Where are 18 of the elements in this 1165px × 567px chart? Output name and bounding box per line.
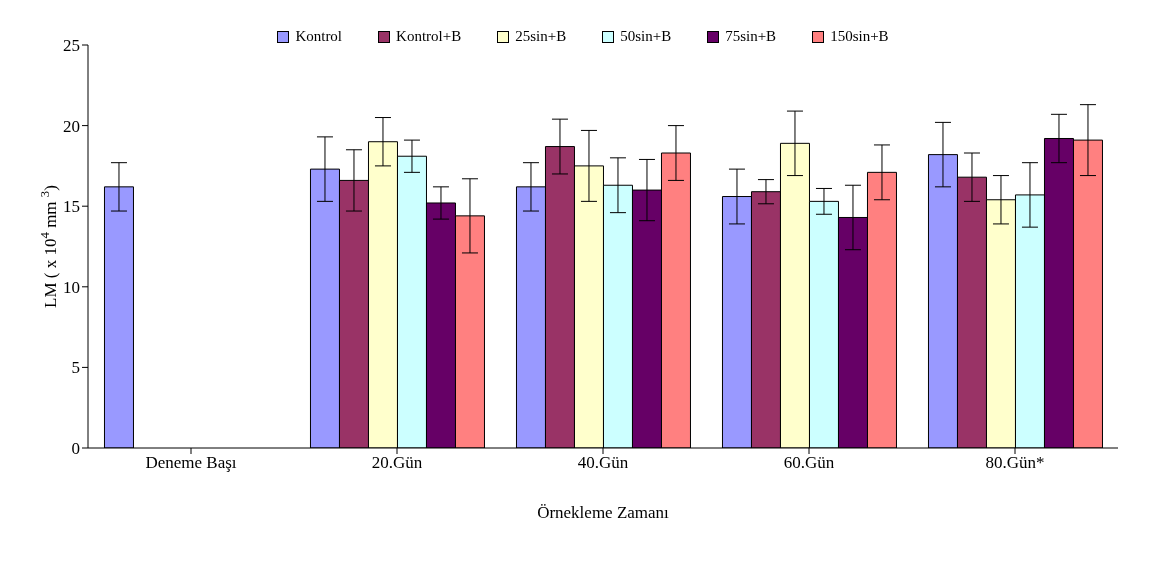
legend-label: Kontrol [295, 28, 343, 45]
x-tick-label: Deneme Başı [145, 453, 237, 473]
y-tick-label: 10 [63, 277, 80, 297]
y-tick-label: 25 [63, 36, 80, 56]
y-tick-label: 0 [71, 439, 80, 459]
y-tick-label: 20 [63, 116, 80, 136]
x-tick-label: 60.Gün [783, 453, 835, 473]
x-axis-title: Örnekleme Zamanı [537, 503, 670, 523]
legend-label: 25sin+B [515, 28, 567, 45]
legend-label: Kontrol+B [396, 28, 462, 45]
legend-label: 50sin+B [620, 28, 672, 45]
legend-label: 150sin+B [830, 28, 889, 45]
x-tick-label: 80.Gün* [985, 453, 1045, 473]
x-tick-label: 40.Gün [577, 453, 629, 473]
y-tick-label: 5 [71, 358, 80, 378]
x-tick-label: 20.Gün [371, 453, 423, 473]
y-tick-label: 15 [63, 197, 80, 217]
legend-label: 75sin+B [725, 28, 777, 45]
